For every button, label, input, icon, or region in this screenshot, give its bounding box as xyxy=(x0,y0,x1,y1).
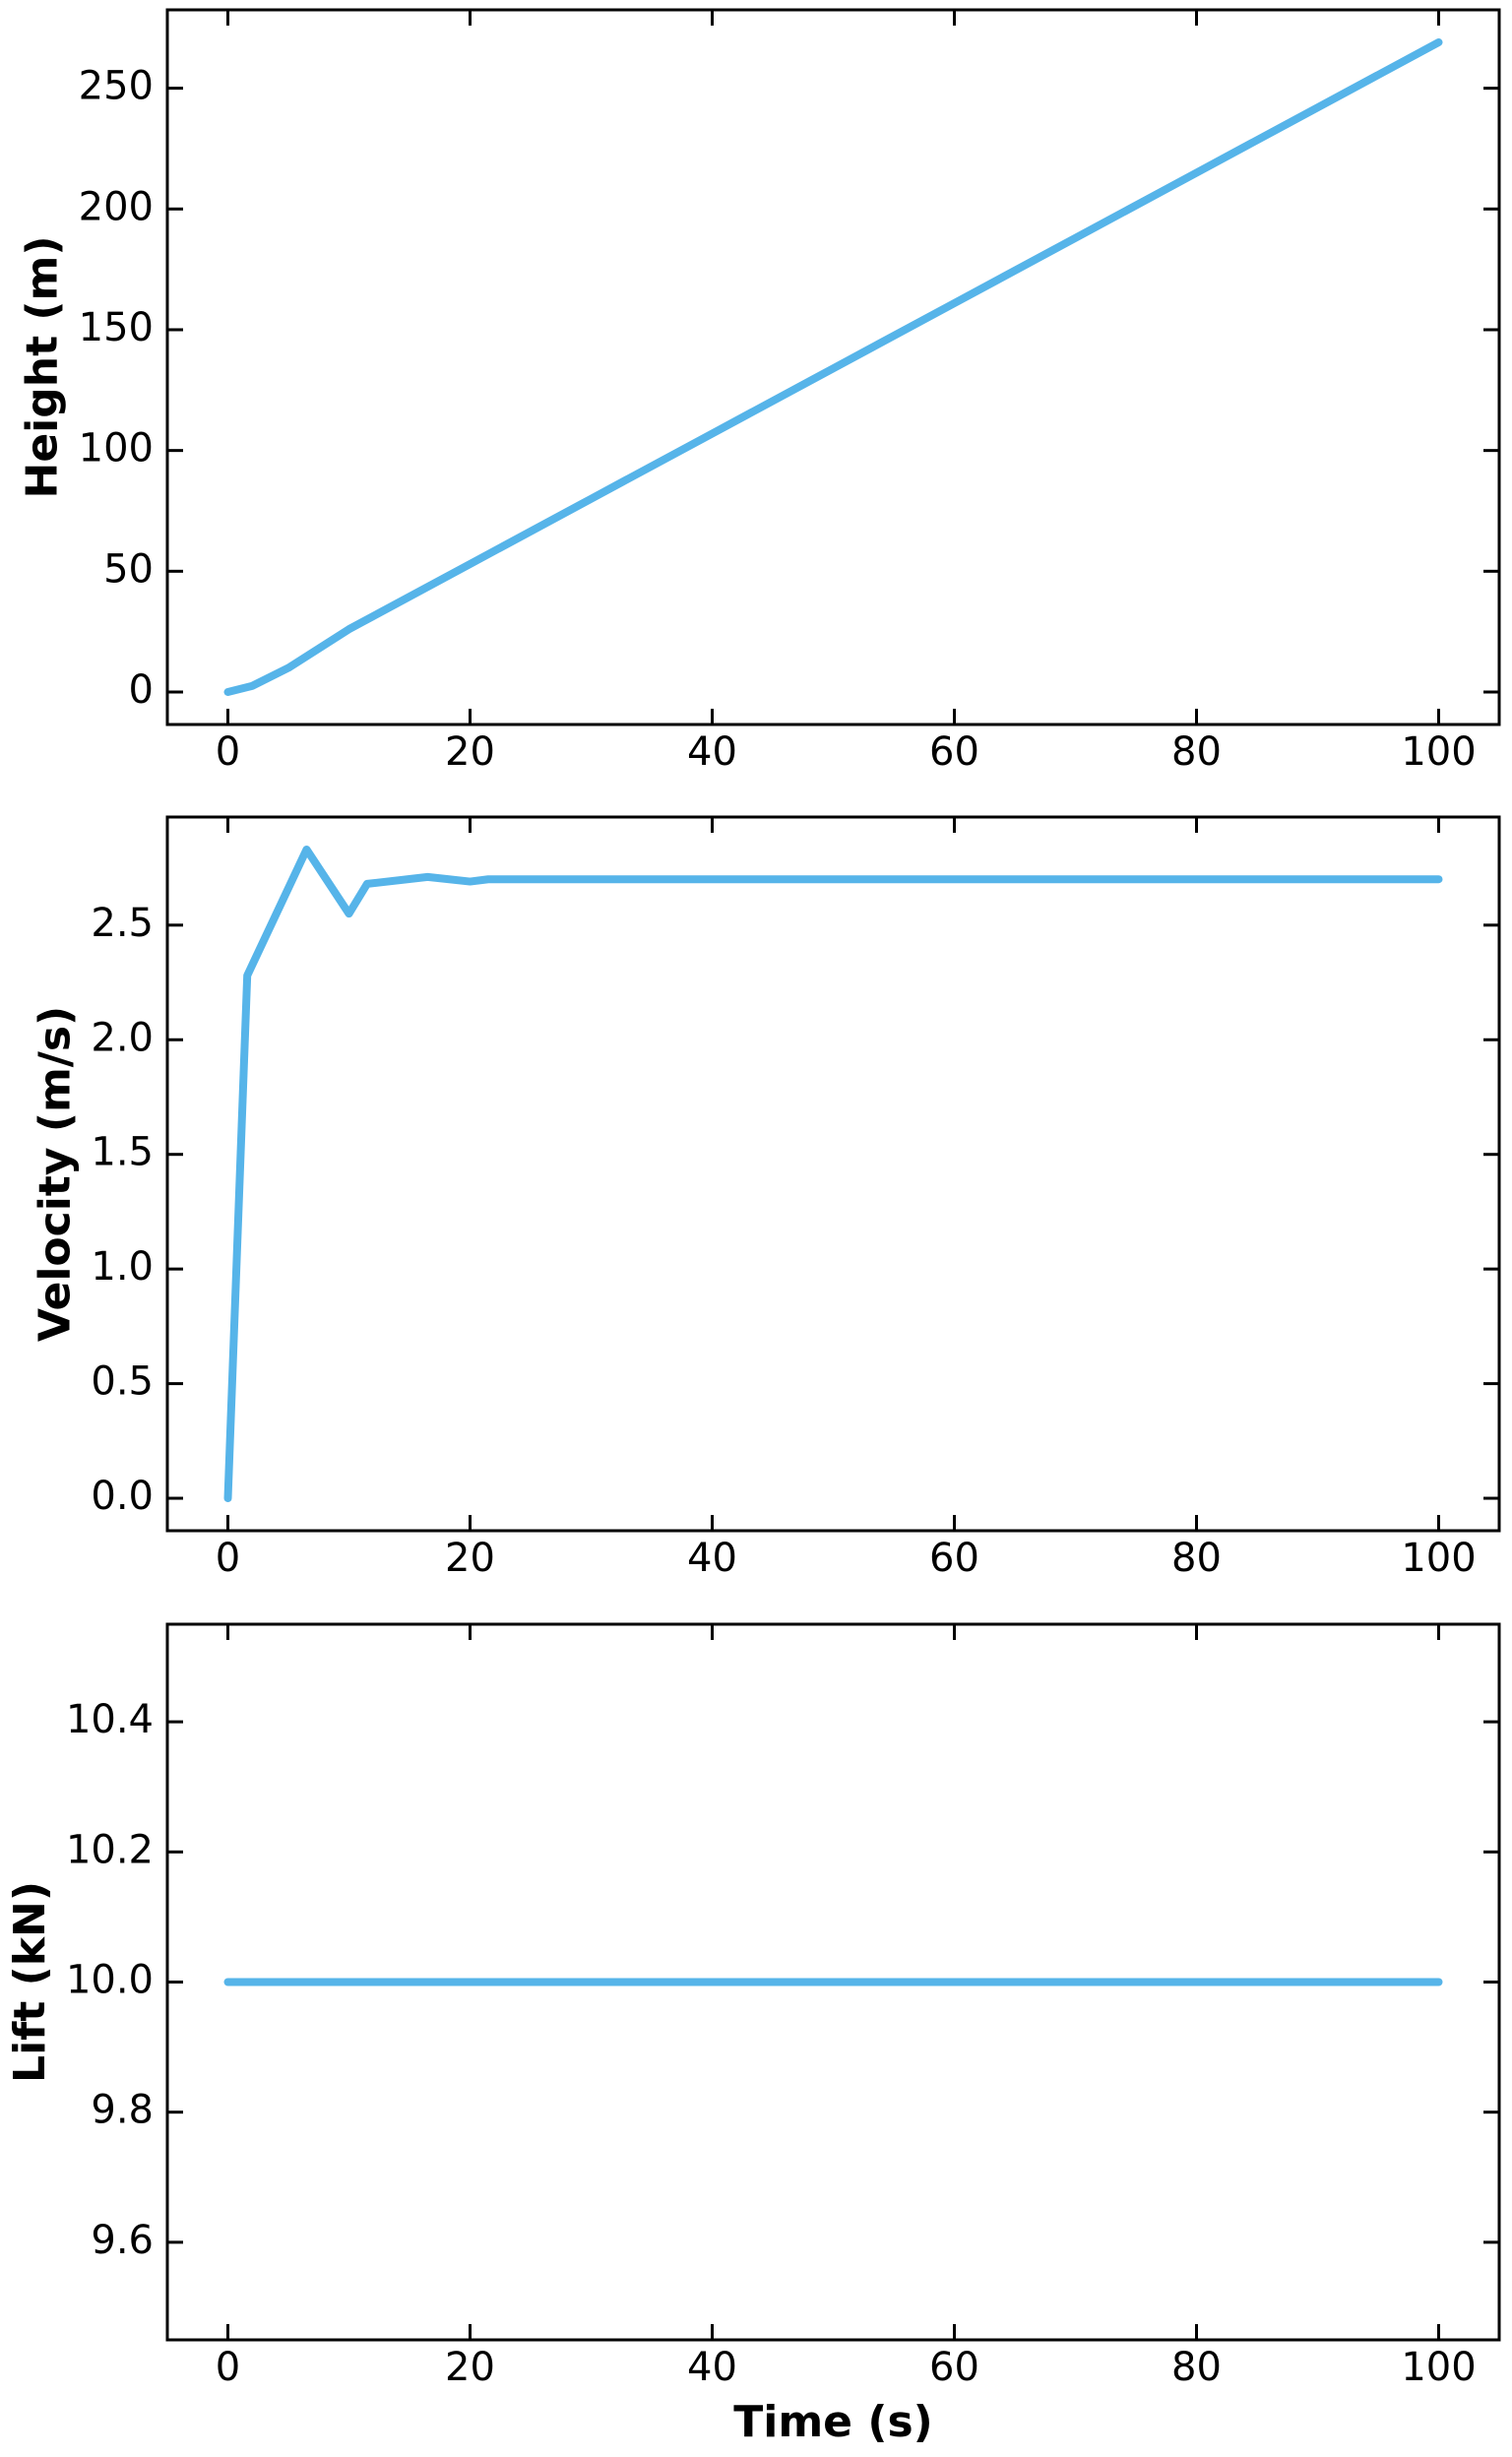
y-tick-label: 2.0 xyxy=(91,1015,154,1060)
x-tick-label: 60 xyxy=(929,729,979,775)
x-tick-label: 40 xyxy=(687,729,737,775)
y-tick-label: 0.0 xyxy=(91,1474,154,1519)
data-line xyxy=(223,38,1443,696)
y-tick-label: 200 xyxy=(79,184,154,229)
x-tick-label: 60 xyxy=(929,1536,979,1581)
x-axis-label: Time (s) xyxy=(733,2397,933,2447)
x-tick-label: 100 xyxy=(1401,729,1476,775)
x-tick-label: 80 xyxy=(1171,2345,1222,2390)
y-tick-label: 0 xyxy=(129,667,154,713)
data-line xyxy=(223,845,1443,1503)
panel: 0 20 40 60 80 100 0.0 0.5 1.0 1.5 2.0 2.5 Velocity (… xyxy=(30,815,1501,1581)
y-tick-label: 1.5 xyxy=(91,1130,154,1175)
x-tick-label: 20 xyxy=(445,1536,495,1581)
y-tick-label: 150 xyxy=(79,305,154,350)
panel: 0 20 40 60 80 100 0 50 100 150 200 250 Height (m) xyxy=(18,8,1501,775)
x-tick-label: 80 xyxy=(1171,1536,1222,1581)
x-tick-label: 20 xyxy=(445,729,495,775)
x-tick-label: 100 xyxy=(1401,1536,1476,1581)
plot-frame xyxy=(165,8,1501,726)
y-axis-label: Velocity (m/s) xyxy=(30,1006,80,1342)
y-tick-label: 9.6 xyxy=(91,2218,154,2263)
y-tick-label: 0.5 xyxy=(91,1359,154,1405)
x-tick-label: 0 xyxy=(216,1536,240,1581)
plot-frame xyxy=(165,815,1501,1533)
y-tick-label: 10.0 xyxy=(66,1958,154,2003)
y-tick-label: 1.0 xyxy=(91,1244,154,1290)
x-tick-label: 20 xyxy=(445,2345,495,2390)
x-tick-label: 40 xyxy=(687,2345,737,2390)
y-tick-label: 10.2 xyxy=(66,1827,154,1872)
x-tick-label: 60 xyxy=(929,2345,979,2390)
x-tick-label: 40 xyxy=(687,1536,737,1581)
y-axis-label: Height (m) xyxy=(18,236,68,499)
x-tick-label: 80 xyxy=(1171,729,1222,775)
y-tick-label: 10.4 xyxy=(66,1697,154,1742)
y-tick-label: 100 xyxy=(79,426,154,472)
x-tick-label: 0 xyxy=(216,729,240,775)
y-tick-label: 250 xyxy=(79,64,154,109)
x-tick-label: 0 xyxy=(216,2345,240,2390)
x-tick-label: 100 xyxy=(1401,2345,1476,2390)
y-axis-label: Lift (kN) xyxy=(5,1881,55,2083)
panel: 0 20 40 60 80 100 9.6 9.8 10.0 10.2 10.4 Lift (kN) T… xyxy=(5,1622,1501,2447)
y-tick-label: 2.5 xyxy=(91,901,154,946)
y-tick-label: 9.8 xyxy=(91,2088,154,2133)
y-tick-label: 50 xyxy=(103,546,154,592)
